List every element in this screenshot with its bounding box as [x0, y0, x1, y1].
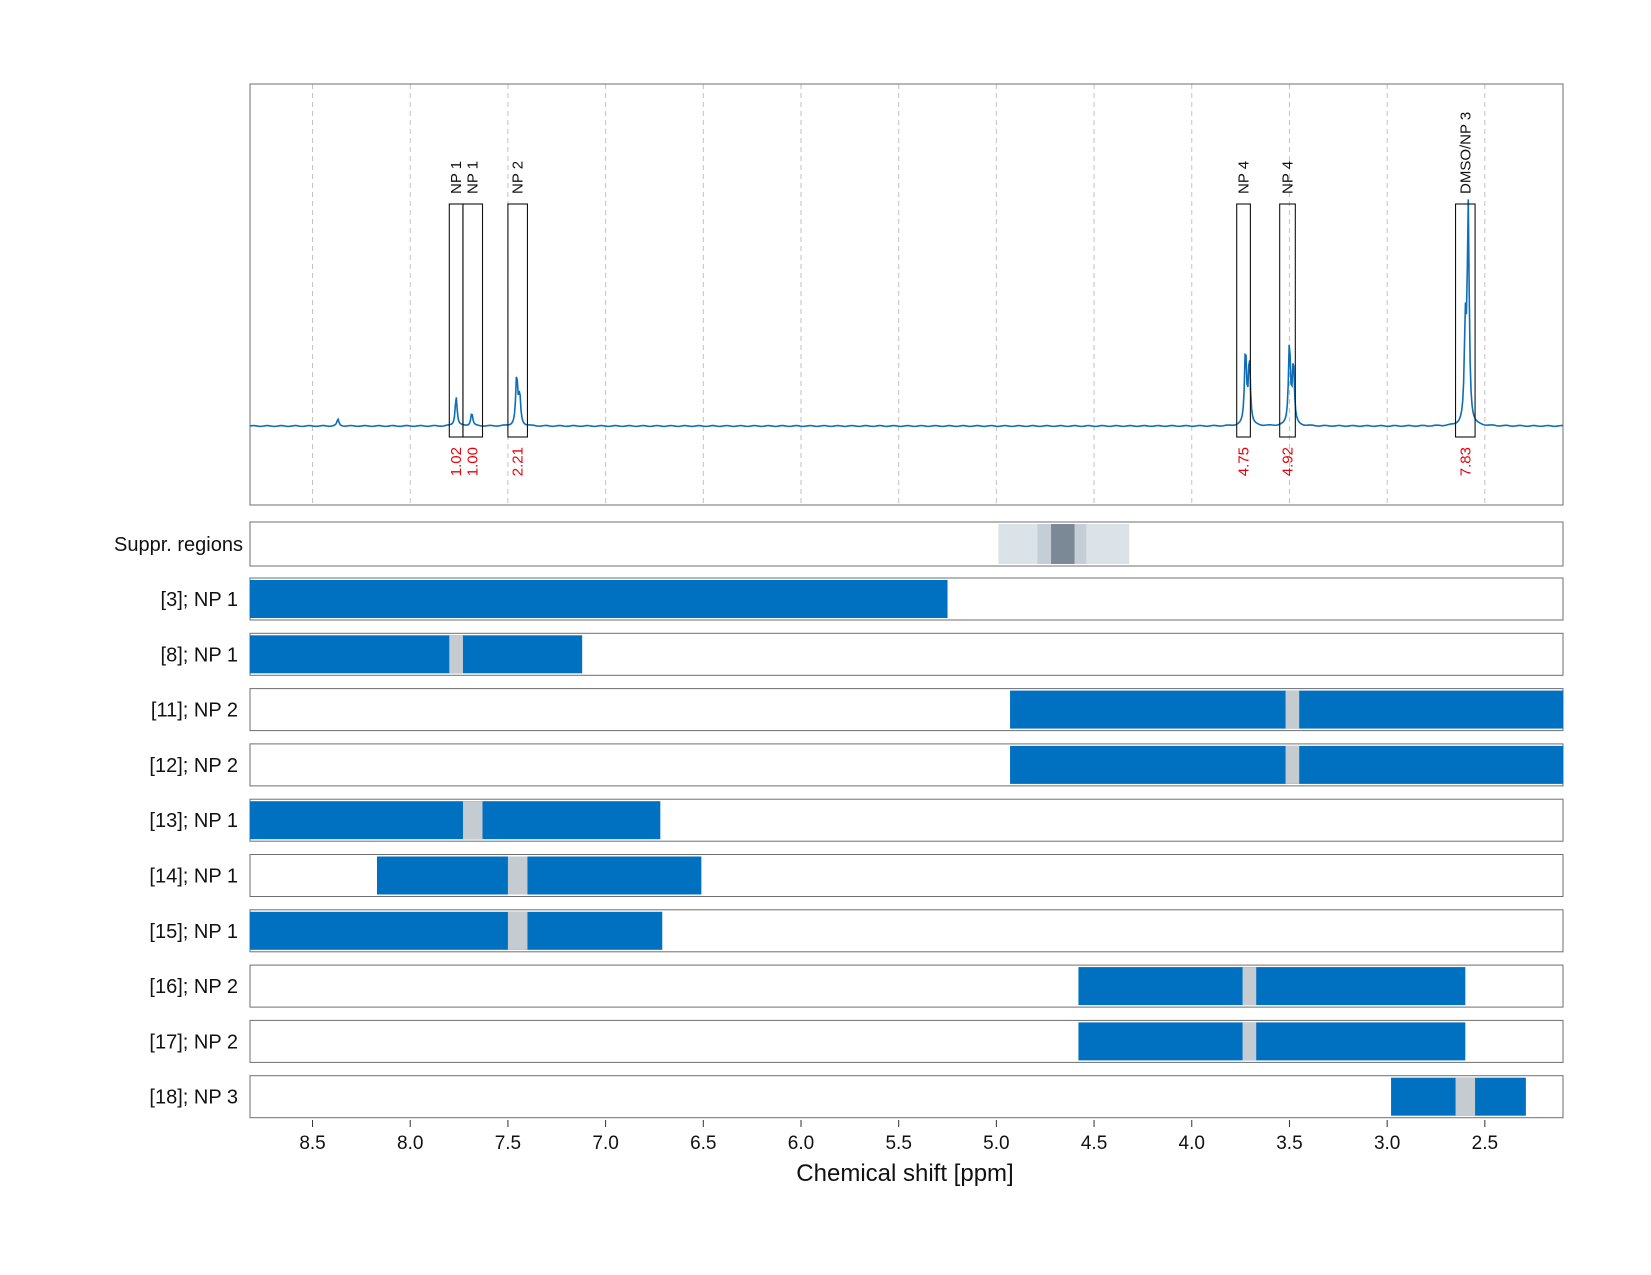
peak-annotation: NP 1 1.00	[462, 161, 484, 476]
row-gap	[1242, 1022, 1257, 1061]
row-label: [14]; NP 1	[149, 866, 238, 888]
row-gap	[462, 801, 483, 840]
integral-label: 7.83	[1457, 447, 1474, 476]
assignment-row: [16]; NP 2	[149, 964, 1564, 1008]
row-gap	[507, 856, 528, 895]
x-tick-label: 7.5	[495, 1133, 521, 1154]
x-tick-label: 5.0	[983, 1133, 1009, 1154]
x-tick-label: 4.0	[1179, 1133, 1205, 1154]
peak-box	[507, 203, 528, 438]
spectrum-frame	[249, 83, 1564, 506]
assignment-row: [12]; NP 2	[149, 743, 1564, 787]
x-tick-label: 8.5	[299, 1133, 325, 1154]
row-gap	[1242, 967, 1257, 1006]
x-tick-label: 3.0	[1374, 1133, 1400, 1154]
row-bar	[250, 801, 661, 840]
assignment-row: [18]; NP 3	[149, 1075, 1564, 1119]
x-tick-label: 7.0	[592, 1133, 618, 1154]
row-label: [3]; NP 1	[161, 589, 238, 611]
assignment-row: [3]; NP 1	[161, 577, 1564, 621]
x-axis: Chemical shift [ppm] 8.5 8.0 7.5 7.0 6.5 6.0 5…	[299, 1120, 1498, 1187]
x-tick-label: 5.5	[885, 1133, 911, 1154]
row-bar	[377, 856, 702, 895]
suppression-frame	[249, 521, 1564, 567]
x-tick-label: 2.5	[1472, 1133, 1498, 1154]
suppression-label: Suppr. regions	[114, 534, 243, 556]
row-label: [8]; NP 1	[161, 644, 238, 666]
row-gap	[1285, 690, 1300, 729]
integral-label: 4.92	[1280, 447, 1297, 476]
x-tick-label: 8.0	[397, 1133, 423, 1154]
x-tick-label: 6.5	[690, 1133, 716, 1154]
assignment-row: [8]; NP 1	[161, 632, 1564, 676]
row-label: [11]; NP 2	[151, 700, 238, 722]
suppression-band-inner	[1051, 524, 1075, 564]
integral-label: 4.75	[1236, 447, 1253, 476]
assignment-row: [11]; NP 2	[151, 688, 1564, 732]
row-label: [18]; NP 3	[149, 1087, 238, 1109]
peak-annotation: NP 4 4.75	[1236, 161, 1253, 476]
row-frame	[249, 1075, 1564, 1119]
peak-annotation: NP 2 2.21	[507, 161, 528, 476]
assignment-row: [14]; NP 1	[149, 854, 1564, 897]
integral-label: 2.21	[510, 447, 527, 476]
suppression-panel: Suppr. regions	[114, 521, 1564, 567]
spectrum-line	[249, 199, 1564, 428]
grid-lines	[312, 84, 1486, 505]
assignment-row: [13]; NP 1	[149, 798, 1564, 842]
assignment-row: [15]; NP 1	[149, 909, 1564, 953]
spectrum-panel: NP 1 1.02 NP 1 1.00 NP 2 2.21 NP 4 4.75 NP 4 4.92…	[249, 83, 1564, 506]
row-label: [12]; NP 2	[149, 755, 238, 777]
peak-box	[1454, 203, 1476, 438]
peak-annotation: NP 1 1.02	[448, 161, 465, 476]
row-bar	[250, 911, 663, 950]
x-axis-label: Chemical shift [ppm]	[796, 1160, 1013, 1187]
peak-label: NP 2	[510, 161, 527, 194]
x-tick-label: 4.5	[1081, 1133, 1107, 1154]
integral-label: 1.00	[465, 447, 482, 476]
row-label: [13]; NP 1	[149, 810, 238, 832]
x-tick-label: 3.5	[1276, 1133, 1302, 1154]
peak-box	[1279, 203, 1296, 438]
peak-box	[462, 203, 484, 438]
assignment-row: [17]; NP 2	[149, 1019, 1564, 1063]
row-bar	[1078, 1022, 1466, 1061]
row-label: [15]; NP 1	[149, 921, 238, 943]
row-gap	[507, 911, 528, 950]
row-bar	[1078, 967, 1466, 1006]
row-bar	[250, 580, 948, 618]
peak-label: NP 4	[1236, 161, 1253, 194]
integral-label: 1.02	[448, 447, 465, 476]
row-gap	[1455, 1077, 1476, 1116]
peak-label: NP 1	[448, 161, 465, 194]
peak-label: DMSO/NP 3	[1457, 112, 1474, 194]
assignment-rows: [3]; NP 1 [8]; NP 1 [11]; NP 2 [12]; NP 2 [1…	[149, 577, 1564, 1119]
peak-label: NP 1	[465, 161, 482, 194]
peak-box	[1236, 203, 1251, 438]
peak-annotation: NP 4 4.92	[1279, 161, 1297, 476]
peak-label: NP 4	[1280, 161, 1297, 194]
row-gap	[449, 635, 463, 674]
row-bar	[250, 635, 583, 674]
row-label: [17]; NP 2	[149, 1031, 238, 1053]
row-gap	[1285, 745, 1300, 784]
peak-annotation: DMSO/NP 3 7.83	[1454, 112, 1476, 476]
x-tick-label: 6.0	[788, 1133, 814, 1154]
row-label: [16]; NP 2	[149, 976, 238, 998]
